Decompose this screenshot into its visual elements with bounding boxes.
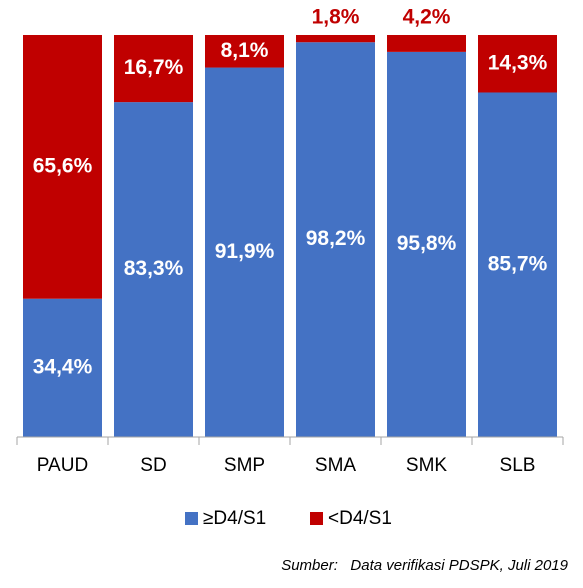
bar-segment [205, 67, 284, 437]
legend-swatch [310, 512, 323, 525]
bar-segment [296, 42, 375, 438]
data-label: 98,2% [306, 227, 366, 250]
data-label: 34,4% [33, 355, 93, 378]
bar-segment [23, 35, 102, 299]
x-tick-label: SD [140, 455, 166, 476]
x-tick-label: SMA [315, 455, 357, 476]
data-label: 14,3% [488, 51, 548, 74]
bar-segment [478, 92, 557, 438]
bar-segment [296, 35, 375, 43]
bar-segment [114, 102, 193, 437]
data-label: 91,9% [215, 240, 275, 263]
data-label: 16,7% [124, 56, 184, 79]
legend-label: <D4/S1 [328, 508, 392, 529]
x-tick-label: SMP [224, 455, 265, 476]
x-tick-label: SMK [406, 455, 448, 476]
x-tick-label: PAUD [37, 455, 88, 476]
data-label: 4,2% [403, 6, 451, 29]
data-label: 8,1% [221, 39, 269, 62]
x-tick-label: SLB [500, 455, 536, 476]
data-label: 83,3% [124, 257, 184, 280]
data-label: 95,8% [397, 232, 457, 255]
data-label: 65,6% [33, 154, 93, 177]
bar-segment [387, 51, 466, 437]
source-note: Sumber: Data verifikasi PDSPK, Juli 2019 [281, 557, 568, 574]
legend-label: ≥D4/S1 [203, 508, 266, 529]
bar-segment [478, 35, 557, 93]
data-label: 85,7% [488, 252, 548, 275]
bar-segment [23, 298, 102, 437]
data-label: 1,8% [312, 6, 360, 29]
legend-swatch [185, 512, 198, 525]
bar-segment [114, 35, 193, 103]
bar-segment [205, 35, 284, 68]
bar-segment [387, 35, 466, 52]
